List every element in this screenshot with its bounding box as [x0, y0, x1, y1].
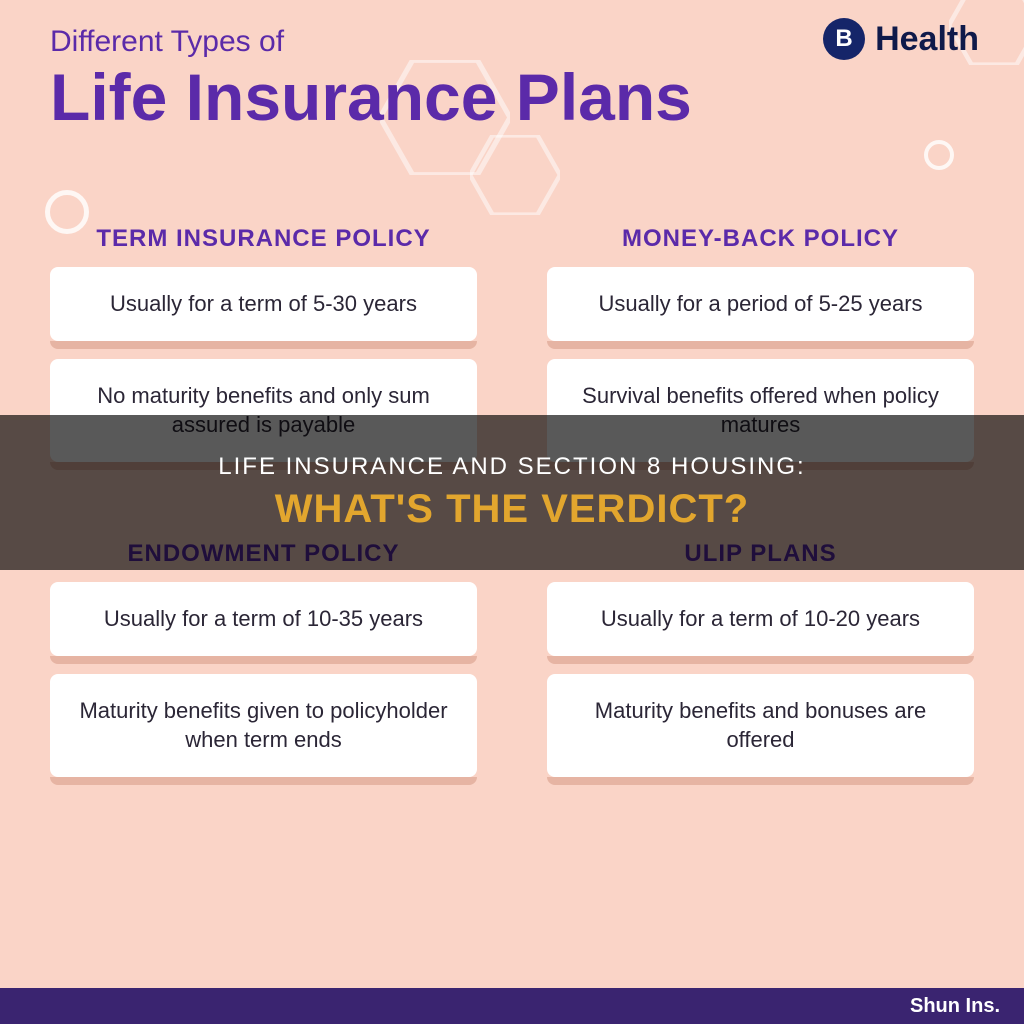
ring-deco-2 [924, 140, 954, 170]
overlay-line1: LIFE INSURANCE AND SECTION 8 HOUSING: [218, 453, 805, 481]
policy-block: ENDOWMENT POLICY Usually for a term of 1… [50, 540, 477, 795]
policy-card: Usually for a term of 10-35 years [50, 582, 477, 656]
brand-badge-icon: B [823, 18, 865, 60]
hex-deco-2 [470, 135, 560, 215]
header-title: Life Insurance Plans [50, 63, 974, 132]
overlay-line2: WHAT'S THE VERDICT? [275, 487, 749, 532]
overlay-banner: LIFE INSURANCE AND SECTION 8 HOUSING: WH… [0, 415, 1024, 570]
policy-title: TERM INSURANCE POLICY [50, 225, 477, 253]
policy-title: MONEY-BACK POLICY [547, 225, 974, 253]
infographic: Different Types of Life Insurance Plans … [0, 0, 1024, 1024]
policy-block: ULIP PLANS Usually for a term of 10-20 y… [547, 540, 974, 795]
policy-card: Maturity benefits and bonuses are offere… [547, 674, 974, 777]
footer: Shun Ins. [0, 988, 1024, 1024]
policy-card: Usually for a period of 5-25 years [547, 267, 974, 341]
policy-card: Usually for a term of 5-30 years [50, 267, 477, 341]
brand-text: Health [875, 20, 979, 59]
policy-card: Maturity benefits given to policyholder … [50, 674, 477, 777]
footer-text: Shun Ins. [910, 995, 1000, 1018]
brand: B Health [823, 18, 979, 60]
policy-card: Usually for a term of 10-20 years [547, 582, 974, 656]
